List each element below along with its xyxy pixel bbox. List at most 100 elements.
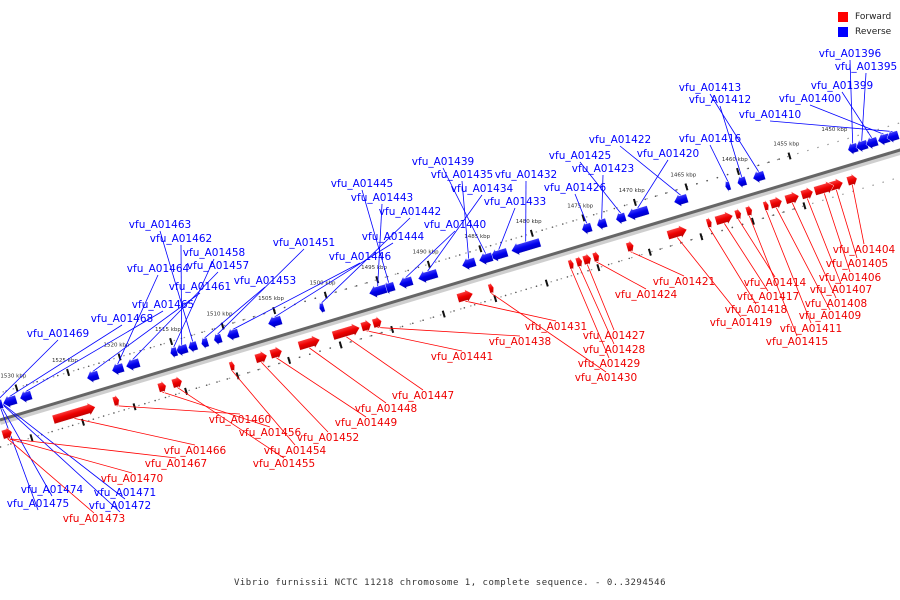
minor-tick	[247, 371, 249, 374]
leader-line	[116, 405, 241, 415]
scale-tick-label: 1475 kbp	[567, 203, 593, 209]
minor-tick	[618, 260, 620, 263]
minor-tick	[473, 303, 476, 306]
minor-tick	[628, 257, 631, 260]
leader-line	[180, 244, 183, 345]
scale-tick	[787, 152, 792, 160]
gene-label: vfu_A01419	[710, 317, 772, 329]
leader-line	[748, 215, 798, 337]
genome-backbone	[0, 148, 900, 422]
gene-label: vfu_A01428	[583, 344, 645, 356]
minor-tick	[675, 189, 677, 191]
reverse-gene-arrow	[626, 205, 650, 221]
leader-line	[723, 223, 769, 292]
leader-line	[806, 198, 842, 285]
scale-tick-label: 1510 kbp	[207, 312, 233, 318]
minor-tick	[551, 226, 554, 228]
leader-line	[823, 193, 851, 273]
scale-tick	[117, 353, 122, 361]
forward-label: Forward	[855, 11, 892, 22]
reverse-gene-arrow	[461, 257, 477, 271]
gene-label: vfu_A01429	[578, 358, 640, 370]
reverse-gene-arrow	[267, 315, 283, 329]
minor-tick	[510, 238, 513, 241]
scale-tick	[235, 372, 240, 380]
gene-label: vfu_A01453	[234, 275, 296, 287]
gene-label: vfu_A01451	[273, 237, 335, 249]
minor-tick	[726, 173, 729, 176]
leader-line	[0, 401, 121, 513]
gene-label: vfu_A01426	[544, 182, 607, 194]
minor-tick	[721, 229, 723, 232]
minor-tick	[731, 226, 734, 229]
minor-tick	[308, 353, 311, 356]
gene-label: vfu_A01422	[589, 134, 651, 146]
minor-tick	[366, 281, 368, 284]
minor-tick	[592, 213, 595, 216]
minor-tick	[370, 334, 373, 337]
scale-tick	[66, 368, 71, 377]
forward-gene-arrow	[331, 323, 361, 341]
minor-tick	[355, 285, 358, 287]
leader-line	[377, 203, 383, 287]
reverse-gene-arrow	[319, 301, 326, 315]
forward-gene-arrow	[845, 173, 858, 187]
forward-gene-arrow	[297, 335, 321, 351]
gene-label: vfu_A01406	[819, 272, 882, 284]
leader-line	[162, 391, 271, 428]
leader-line	[637, 159, 669, 209]
minor-tick	[458, 254, 461, 256]
forward-gene-arrow	[51, 402, 96, 425]
minor-tick	[226, 378, 229, 380]
gene-label: vfu_A01420	[637, 148, 699, 160]
gene-label: vfu_A01430	[575, 372, 637, 384]
forward-gene-arrow	[762, 199, 769, 212]
scale-tick-label: 1455 kbp	[773, 141, 799, 147]
leader-line	[849, 59, 854, 144]
forward-gene-arrow	[705, 216, 712, 230]
gene-label: vfu_A01440	[424, 219, 486, 231]
reverse-gene-arrow	[226, 327, 240, 342]
gene-label: vfu_A01456	[239, 427, 302, 439]
gene-label: vfu_A01417	[737, 291, 799, 303]
scale-tick	[184, 387, 189, 395]
leader-line	[0, 401, 126, 500]
minor-tick	[422, 319, 424, 322]
minor-tick	[778, 158, 781, 160]
reverse-gene-arrow	[125, 357, 141, 372]
minor-tick	[242, 319, 245, 321]
minor-tick	[350, 341, 352, 343]
minor-tick	[783, 211, 785, 213]
leader-line	[405, 230, 456, 278]
leader-line	[427, 194, 483, 272]
gene-label: vfu_A01454	[264, 445, 327, 457]
reverse-gene-arrow	[111, 362, 125, 376]
minor-tick	[123, 409, 126, 411]
leader-line	[7, 438, 177, 459]
scale-tick-label: 1460 kbp	[722, 157, 748, 163]
leader-line	[7, 438, 95, 514]
leader-line	[586, 264, 615, 331]
minor-tick	[515, 291, 517, 294]
minor-tick	[768, 161, 770, 163]
gene-label: vfu_A01461	[169, 281, 231, 293]
leader-line	[92, 292, 201, 372]
leader-line	[0, 339, 59, 399]
minor-tick	[706, 179, 708, 182]
leader-line	[461, 180, 470, 259]
gene-label: vfu_A01444	[362, 231, 425, 243]
leader-line	[578, 266, 615, 345]
forward-gene-arrow	[567, 257, 574, 271]
minor-tick	[607, 263, 610, 266]
leader-line	[25, 310, 164, 392]
minor-tick	[149, 346, 152, 349]
forward-gene-arrow	[456, 289, 474, 303]
minor-tick	[174, 393, 177, 396]
scale-tick	[493, 294, 498, 303]
gene-label: vfu_A01472	[89, 500, 151, 512]
gene-label: vfu_A01438	[489, 336, 551, 348]
reverse-gene-arrow	[478, 252, 494, 266]
minor-tick	[489, 244, 492, 247]
gene-label: vfu_A01452	[297, 432, 359, 444]
scale-tick-label: 1450 kbp	[821, 127, 847, 133]
